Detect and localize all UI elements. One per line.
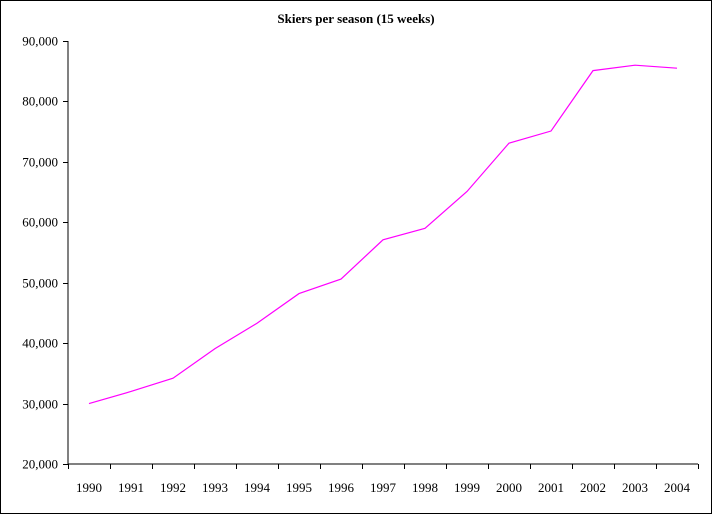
x-tick-label: 1998 xyxy=(412,480,438,495)
x-tick-label: 2003 xyxy=(622,480,648,495)
y-tick-label: 90,000 xyxy=(22,34,58,49)
y-tick-label: 20,000 xyxy=(22,457,58,472)
x-tick-label: 1999 xyxy=(454,480,480,495)
x-tick-label: 2001 xyxy=(538,480,564,495)
x-tick-label: 2000 xyxy=(496,480,522,495)
y-tick-label: 30,000 xyxy=(22,397,58,412)
x-tick-label: 1996 xyxy=(328,480,355,495)
x-tick-label: 1992 xyxy=(160,480,186,495)
x-tick-label: 1994 xyxy=(244,480,271,495)
x-tick-label: 1995 xyxy=(286,480,312,495)
y-tick-label: 70,000 xyxy=(22,155,58,170)
x-tick-label: 2002 xyxy=(580,480,606,495)
series-line-skiers xyxy=(88,64,678,405)
chart-title: Skiers per season (15 weeks) xyxy=(277,11,434,26)
x-tick-label: 2004 xyxy=(664,480,691,495)
y-tick-label: 60,000 xyxy=(22,215,58,230)
y-tick-label: 40,000 xyxy=(22,336,58,351)
y-tick-label: 80,000 xyxy=(22,94,58,109)
x-tick-label: 1993 xyxy=(202,480,228,495)
x-tick-label: 1997 xyxy=(370,480,397,495)
x-tick-label: 1991 xyxy=(118,480,144,495)
x-tick-label: 1990 xyxy=(76,480,102,495)
y-tick-label: 50,000 xyxy=(22,276,58,291)
